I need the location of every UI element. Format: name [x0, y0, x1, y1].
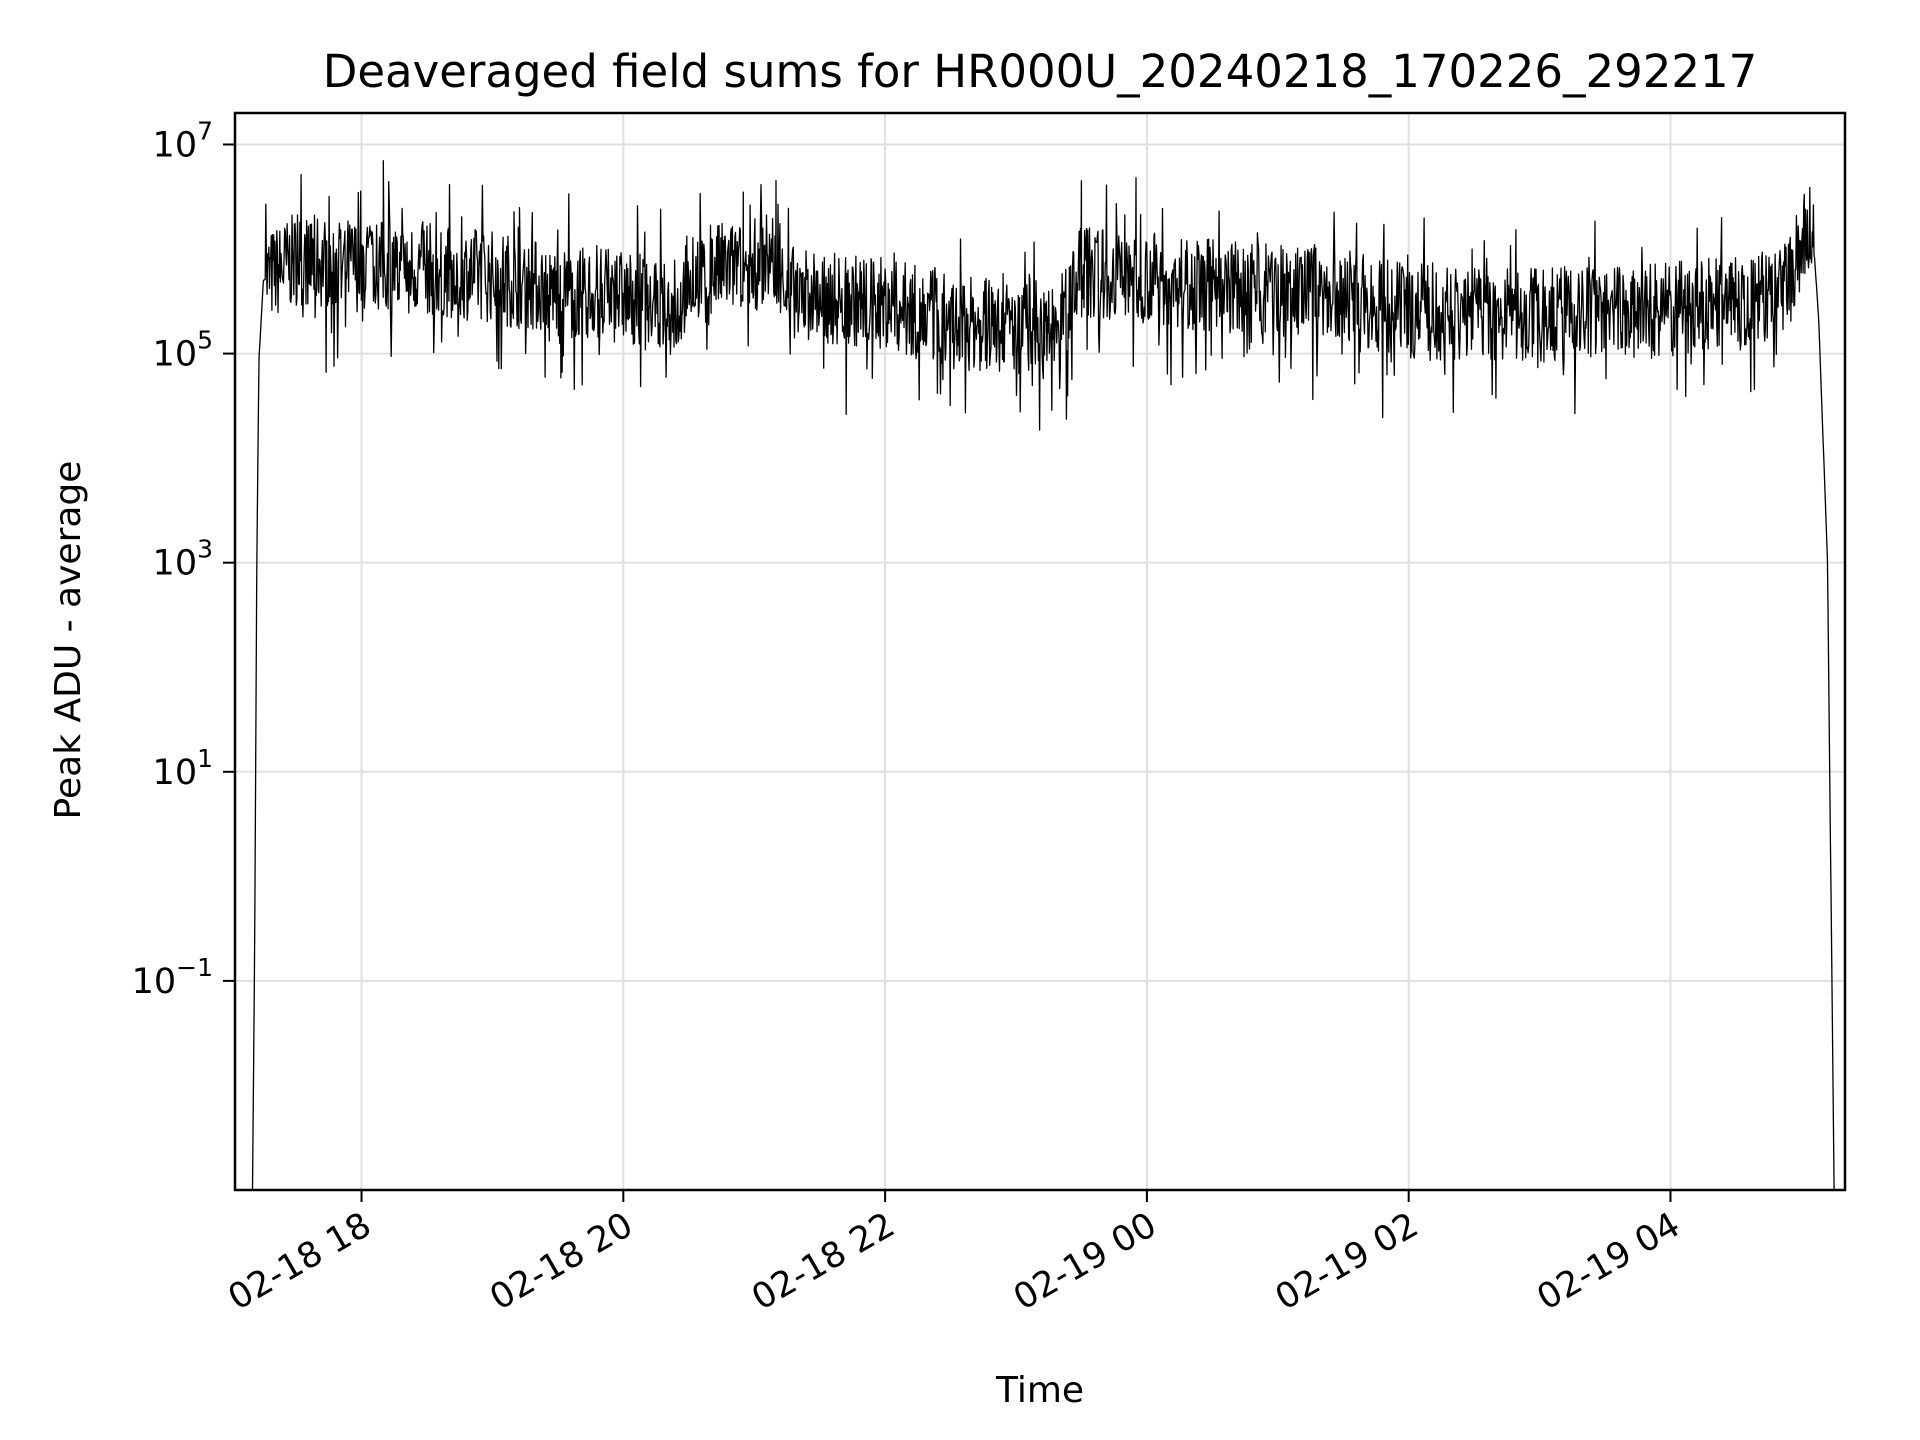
- series-line: [251, 160, 1835, 1191]
- x-tick-label-2: 02-18 22: [745, 1205, 901, 1318]
- grid: [235, 113, 1845, 1190]
- x-axis: 02-18 18 02-18 20 02-18 22 02-19 00 02-19 02…: [222, 1190, 1687, 1318]
- y-tick-label-0: 107: [153, 116, 213, 165]
- series-layer: [251, 160, 1835, 1191]
- y-tick-label-2: 103: [153, 535, 213, 584]
- x-tick-label-1: 02-18 20: [484, 1205, 640, 1318]
- x-tick-label-5: 02-19 04: [1531, 1205, 1687, 1318]
- x-tick-label-3: 02-19 00: [1007, 1205, 1163, 1318]
- y-tick-label-1: 105: [153, 326, 213, 375]
- chart-title: Deaveraged field sums for HR000U_2024021…: [323, 45, 1758, 98]
- x-axis-label: Time: [995, 1370, 1084, 1411]
- x-tick-label-4: 02-19 02: [1269, 1205, 1425, 1318]
- y-tick-label-4: 10−1: [132, 953, 213, 1002]
- y-axis: 107 105 103 101 10−1: [132, 116, 235, 1002]
- plot-frame: [233, 111, 1847, 1192]
- y-tick-label-3: 101: [153, 744, 213, 793]
- y-axis-label: Peak ADU - average: [48, 461, 89, 820]
- x-tick-label-0: 02-18 18: [222, 1205, 378, 1318]
